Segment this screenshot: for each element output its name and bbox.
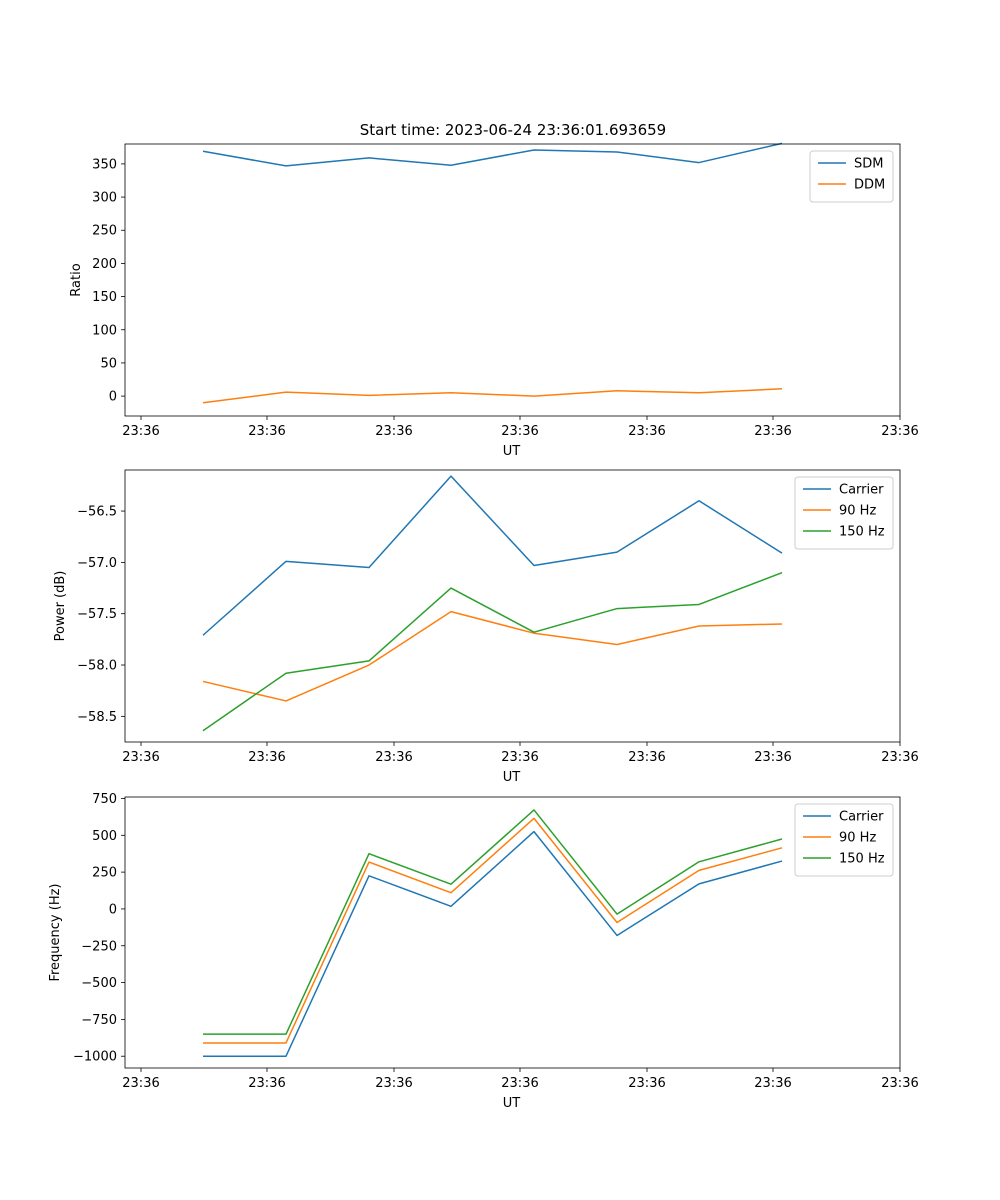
axes-frame — [124, 469, 901, 743]
y-tick-label: −58.0 — [77, 659, 117, 674]
series-line-90-hz — [203, 817, 783, 1044]
y-tick-label: 300 — [92, 191, 117, 206]
series-line-carrier — [202, 475, 783, 636]
x-tick-label: 23:36 — [754, 750, 791, 765]
legend-label: 90 Hz — [839, 504, 876, 519]
legend-label: Carrier — [839, 810, 884, 825]
x-tick-label: 23:36 — [881, 750, 918, 765]
x-tick-label: 23:36 — [375, 1076, 412, 1091]
y-tick-label: 500 — [92, 829, 117, 844]
y-tick-label: 350 — [92, 157, 117, 172]
y-tick-label: 200 — [92, 257, 117, 272]
y-tick-label: 250 — [92, 224, 117, 239]
y-tick-label: 100 — [92, 323, 117, 338]
y-tick-label: 0 — [109, 902, 117, 917]
y-tick-label: −750 — [81, 1013, 117, 1028]
y-axis-label: Ratio — [69, 263, 84, 296]
y-tick-label: −58.5 — [77, 710, 117, 725]
legend: Carrier 90 Hz 150 Hz — [794, 476, 894, 550]
x-tick-label: 23:36 — [754, 1076, 791, 1091]
y-tick-label: −57.0 — [77, 556, 117, 571]
y-tick-label: 750 — [92, 792, 117, 807]
y-tick-label: 0 — [109, 390, 117, 405]
series-line-carrier — [203, 830, 783, 1057]
series-line-ddm — [202, 388, 783, 404]
y-tick-label: −250 — [81, 939, 117, 954]
x-axis-label: UT — [503, 770, 521, 785]
legend: SDM DDM — [809, 150, 894, 203]
y-tick-label: −500 — [81, 976, 117, 991]
x-tick-label: 23:36 — [122, 750, 159, 765]
y-tick-label: 50 — [100, 356, 117, 371]
x-tick-label: 23:36 — [375, 750, 412, 765]
x-tick-label: 23:36 — [754, 424, 791, 439]
x-axis-label: UT — [503, 1096, 521, 1111]
x-tick-label: 23:36 — [501, 750, 538, 765]
x-tick-label: 23:36 — [628, 1076, 665, 1091]
chart-panel-1: 23:36 23:36 23:36 23:36 23:36 23:36 23:36 0 50 10… — [69, 142, 919, 459]
x-tick-label: 23:36 — [248, 424, 285, 439]
y-tick-label: 250 — [92, 866, 117, 881]
x-tick-label: 23:36 — [881, 1076, 918, 1091]
x-tick-label: 23:36 — [122, 1076, 159, 1091]
legend-label: Carrier — [839, 483, 884, 498]
x-axis-label: UT — [503, 444, 521, 459]
y-tick-label: −1000 — [73, 1050, 117, 1065]
y-tick-label: −56.5 — [77, 505, 117, 520]
y-tick-label: −57.5 — [77, 607, 117, 622]
legend-label: 150 Hz — [839, 525, 885, 540]
chart-panel-2: 23:36 23:36 23:36 23:36 23:36 23:36 23:36 −58.5… — [53, 469, 919, 785]
x-tick-label: 23:36 — [501, 1076, 538, 1091]
axes-frame — [124, 796, 901, 1069]
legend: Carrier 90 Hz 150 Hz — [794, 803, 894, 877]
series-line-150-hz — [203, 809, 783, 1035]
legend-label: 150 Hz — [839, 852, 885, 867]
x-tick-label: 23:36 — [122, 424, 159, 439]
legend-label: 90 Hz — [839, 831, 876, 846]
x-tick-label: 23:36 — [501, 424, 538, 439]
x-tick-label: 23:36 — [248, 750, 285, 765]
x-tick-label: 23:36 — [628, 424, 665, 439]
y-tick-label: 150 — [92, 290, 117, 305]
y-axis-label: Power (dB) — [53, 571, 68, 642]
axes-frame — [124, 143, 901, 417]
x-tick-label: 23:36 — [881, 424, 918, 439]
x-tick-label: 23:36 — [628, 750, 665, 765]
series-line-150-hz — [202, 571, 783, 732]
series-line-sdm — [202, 142, 783, 167]
legend-label: DDM — [854, 178, 885, 193]
chart-title: Start time: 2023-06-24 23:36:01.693659 — [360, 121, 666, 139]
x-tick-label: 23:36 — [248, 1076, 285, 1091]
y-axis-label: Frequency (Hz) — [48, 883, 63, 981]
legend-label: SDM — [854, 157, 883, 172]
series-line-90-hz — [202, 610, 783, 702]
x-tick-label: 23:36 — [375, 424, 412, 439]
chart-panel-3: 23:36 23:36 23:36 23:36 23:36 23:36 23:36 −1000… — [48, 792, 919, 1111]
